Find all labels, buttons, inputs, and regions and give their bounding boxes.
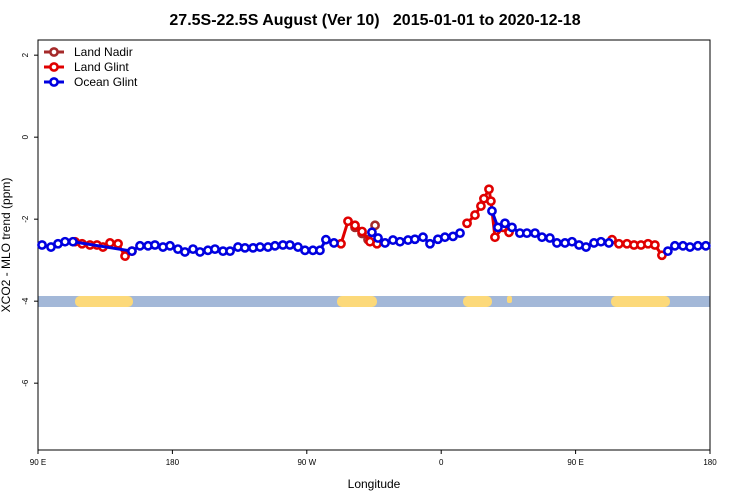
data-point (180, 247, 190, 257)
data-point (195, 247, 205, 257)
data-point (329, 238, 339, 248)
data-point (522, 228, 532, 239)
data-point (357, 226, 367, 237)
y-tick-label: -4 (21, 297, 30, 305)
data-point (343, 216, 353, 227)
y-tick-label: 0 (21, 134, 30, 139)
data-point (537, 232, 547, 243)
land-mask-strip (38, 296, 710, 307)
data-point (373, 233, 383, 243)
data-point (68, 236, 78, 247)
data-point (662, 246, 673, 257)
legend-label: Land Nadir (74, 45, 133, 59)
data-point (255, 242, 265, 252)
legend-marker (49, 62, 59, 72)
data-point (240, 242, 250, 253)
legend-marker (49, 47, 59, 57)
data-point (350, 220, 360, 231)
x-axis-label: Longitude (348, 477, 401, 491)
data-point (614, 238, 624, 249)
data-point (490, 232, 500, 243)
legend-label: Ocean Glint (74, 75, 138, 89)
data-point (165, 240, 175, 251)
x-tick-label: 180 (703, 458, 717, 467)
data-point (685, 242, 695, 252)
data-point (135, 240, 145, 251)
legend-label: Land Glint (74, 60, 129, 74)
data-point (321, 234, 331, 245)
x-tick-label: 90 E (30, 458, 46, 467)
data-point (552, 238, 562, 248)
data-point (507, 222, 517, 233)
data-point (225, 246, 235, 257)
data-point (418, 232, 428, 243)
chart-title: 27.5S-22.5S August (Ver 10) 2015-01-01 t… (169, 12, 580, 29)
y-axis-label: XCO2 - MLO trend (ppm) (0, 178, 13, 313)
data-point (470, 210, 480, 220)
data-point (380, 238, 390, 248)
data-point (105, 238, 115, 248)
data-point (60, 236, 70, 247)
y-tick-label: -6 (21, 379, 30, 387)
data-point (649, 240, 660, 250)
x-tick-label: 90 E (567, 458, 583, 467)
data-point (670, 240, 680, 251)
data-point (700, 240, 711, 251)
data-point (150, 240, 160, 250)
land-blob (611, 296, 670, 307)
x-tick-label: 0 (439, 458, 444, 467)
data-point (462, 218, 472, 229)
y-tick-label: 2 (21, 52, 30, 57)
data-point (210, 244, 220, 254)
data-point (604, 238, 614, 248)
data-point (486, 196, 496, 207)
data-point (270, 240, 280, 251)
data-point (484, 184, 494, 195)
data-point (300, 245, 310, 256)
data-point (315, 245, 325, 256)
data-point (120, 251, 130, 261)
data-point (113, 238, 123, 249)
data-point (285, 240, 295, 250)
x-tick-label: 180 (166, 458, 180, 467)
data-point (530, 228, 540, 239)
data-point (425, 238, 435, 249)
data-point (493, 222, 503, 233)
data-point (693, 240, 703, 251)
land-blob (507, 296, 512, 303)
data-point (487, 206, 497, 216)
data-point (127, 246, 137, 257)
x-tick-label: 90 W (297, 458, 316, 467)
data-point (440, 232, 450, 243)
legend-marker (49, 77, 59, 87)
data-point (581, 242, 591, 252)
data-point (37, 240, 47, 250)
land-blob (463, 296, 492, 307)
land-blob (75, 296, 133, 307)
land-blob (337, 296, 377, 307)
data-point (410, 234, 420, 245)
data-point (455, 228, 465, 239)
data-point (367, 227, 377, 238)
data-point (545, 233, 555, 243)
data-point (395, 236, 405, 247)
y-tick-label: -2 (21, 215, 30, 223)
data-point (500, 218, 510, 229)
data-point (596, 236, 606, 247)
